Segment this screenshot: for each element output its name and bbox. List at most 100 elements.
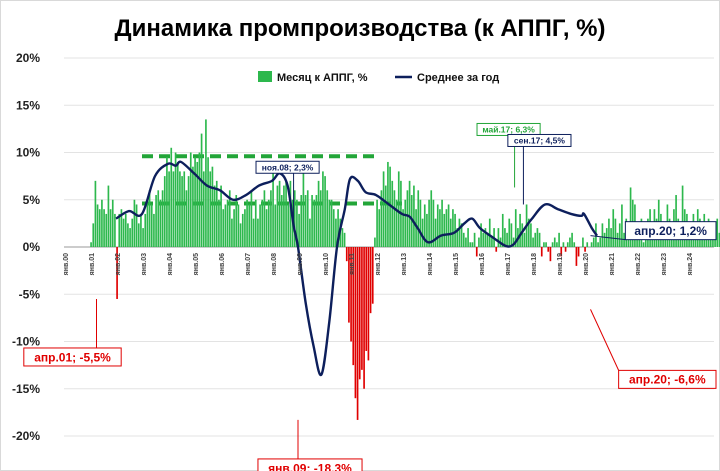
bar [642, 242, 645, 247]
bar [114, 213, 116, 247]
bar [335, 218, 337, 247]
legend-bar-swatch [258, 71, 272, 82]
bar [148, 190, 151, 247]
bar [124, 213, 127, 247]
bar [352, 247, 355, 366]
bar [573, 242, 576, 247]
annual-average-line [115, 160, 598, 377]
y-tick-label: 15% [16, 98, 40, 112]
bar [540, 247, 543, 257]
bar [311, 195, 313, 247]
bar [328, 199, 331, 247]
bar [161, 190, 164, 247]
bar [395, 199, 398, 247]
bar [510, 223, 513, 247]
bar [179, 171, 181, 247]
bar [456, 228, 459, 247]
bar [127, 223, 129, 247]
bar [198, 152, 201, 247]
bar [363, 247, 365, 389]
annotation-label: апр.01; -5,5% [34, 350, 111, 364]
bar [616, 232, 619, 247]
bar [545, 242, 547, 247]
bar [228, 190, 231, 247]
bar [447, 204, 450, 247]
bar [209, 171, 212, 247]
bar [475, 247, 478, 257]
bar [254, 199, 257, 247]
bar [259, 204, 261, 247]
bar [599, 237, 602, 247]
bar [172, 171, 175, 247]
bar [681, 185, 684, 247]
bar [215, 180, 218, 247]
bar [153, 213, 155, 247]
bar [718, 232, 720, 247]
bar [419, 199, 422, 247]
bar [443, 213, 446, 247]
bar [382, 171, 385, 247]
x-tick-label: янв.09 [297, 253, 304, 275]
bar [98, 209, 101, 247]
x-tick-label: янв.15 [453, 253, 460, 275]
bar [94, 180, 97, 247]
bar [285, 180, 287, 247]
bar [404, 199, 407, 247]
bar [397, 171, 400, 247]
bar [135, 204, 138, 247]
bar [196, 161, 199, 247]
bar [265, 209, 268, 247]
x-tick-label: янв.14 [427, 253, 434, 275]
bar [460, 223, 463, 247]
bar [527, 218, 530, 247]
bar [367, 247, 370, 361]
bar [96, 204, 99, 247]
bar [497, 228, 500, 247]
bar [551, 242, 554, 247]
bar [473, 232, 476, 247]
bar [521, 223, 524, 247]
bar [341, 228, 344, 247]
bar [486, 232, 489, 247]
bar [495, 247, 498, 252]
bar [263, 190, 266, 247]
bar [608, 218, 610, 247]
bar [621, 204, 623, 247]
bar [478, 237, 480, 247]
bar [92, 223, 95, 247]
bar [304, 195, 307, 247]
bar [413, 185, 415, 247]
annotation-box [23, 347, 122, 367]
annotations: апр.01; -5,5% янв.09; -18,3% ноя.08; 2,3% м… [23, 122, 717, 471]
bar [176, 161, 179, 247]
bar [324, 176, 326, 247]
chart-title: Динамика промпроизводства (к АППГ, %) [115, 15, 606, 42]
bar [358, 247, 361, 380]
y-tick-label: 10% [16, 146, 40, 160]
bar [101, 199, 103, 247]
bar [408, 180, 411, 247]
bar [603, 232, 606, 247]
bar [239, 223, 242, 247]
annotation-box [257, 458, 363, 471]
bar [166, 157, 168, 247]
reference-lines [142, 154, 402, 206]
x-tick-label: янв.10 [323, 253, 330, 275]
x-tick-label: янв.20 [583, 253, 590, 275]
bar [252, 218, 255, 247]
bar [350, 247, 352, 342]
bar [189, 152, 192, 247]
bar [512, 237, 515, 247]
bar [306, 190, 309, 247]
bar [506, 232, 508, 247]
bar [575, 247, 578, 266]
legend-line-label: Среднее за год [417, 72, 499, 84]
bar [211, 166, 214, 247]
bar [250, 190, 253, 247]
bar [274, 204, 277, 247]
bar [482, 232, 485, 247]
bar [207, 157, 209, 247]
bar [244, 209, 246, 247]
bar [168, 171, 170, 247]
